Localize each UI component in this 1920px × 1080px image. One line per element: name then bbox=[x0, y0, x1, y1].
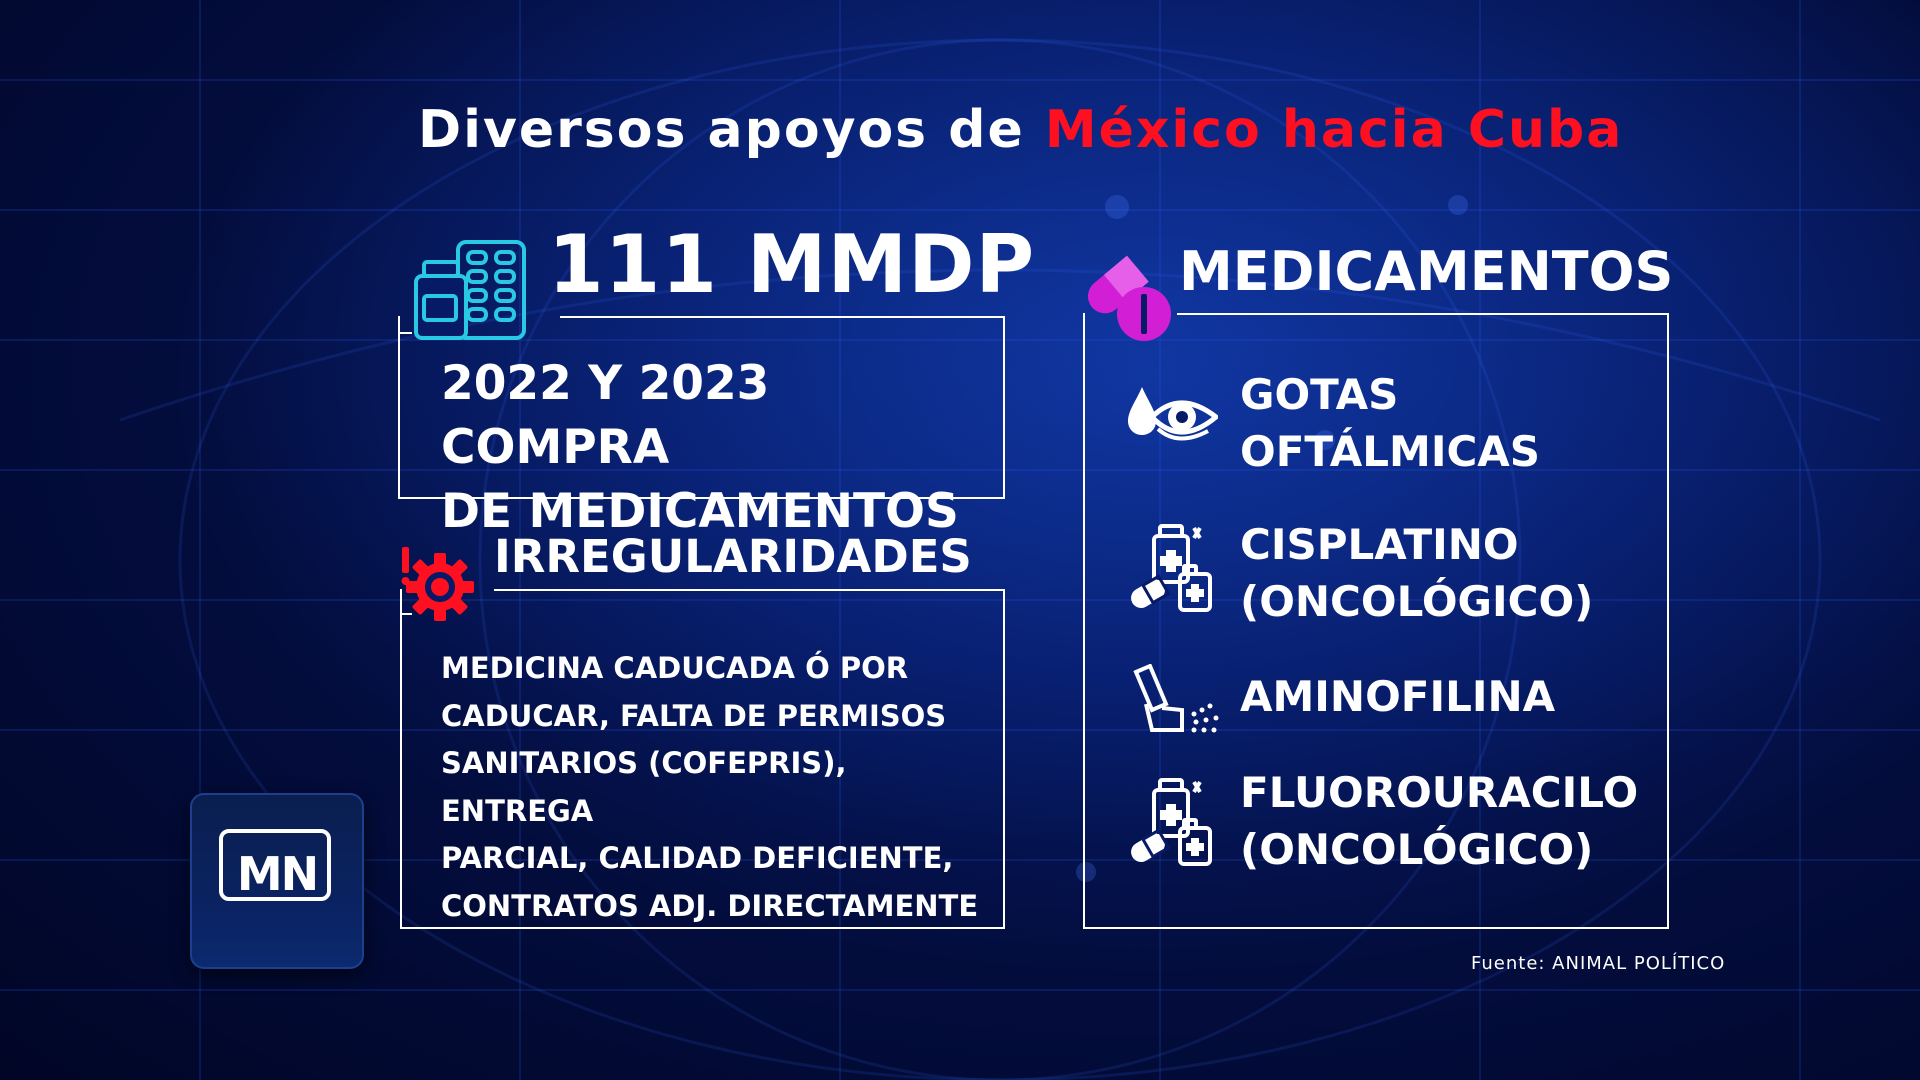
title-highlight: México hacia Cuba bbox=[1044, 100, 1624, 160]
purchase-description: 2022 Y 2023 COMPRA DE MEDICAMENTOS bbox=[441, 352, 1001, 544]
logo-text: MN bbox=[236, 847, 319, 901]
medicine-bottles-icon bbox=[1131, 524, 1212, 612]
medicine-item: GOTAS OFTÁLMICAS bbox=[1240, 366, 1540, 480]
purchase-box bbox=[398, 316, 1005, 499]
medicine-item-name: FLUOROURACILO bbox=[1240, 768, 1639, 817]
medicines-box bbox=[1083, 313, 1669, 929]
irregularity-line: SANITARIOS (COFEPRIS), ENTREGA bbox=[441, 746, 847, 828]
source-credit: Fuente: ANIMAL POLÍTICO bbox=[1471, 953, 1726, 974]
irregularities-box-top-left bbox=[400, 613, 412, 615]
purchase-line-2: DE MEDICAMENTOS bbox=[441, 484, 959, 539]
medicine-item-name: GOTAS bbox=[1240, 370, 1399, 419]
medicine-item: CISPLATINO (ONCOLÓGICO) bbox=[1240, 516, 1593, 630]
irregularities-list: MEDICINA CADUCADA Ó POR CADUCAR, FALTA D… bbox=[441, 645, 1001, 930]
purchase-box-top-line bbox=[560, 316, 1005, 318]
logo-frame bbox=[219, 829, 331, 901]
medicine-item: AMINOFILINA bbox=[1240, 668, 1555, 725]
medicine-item: FLUOROURACILO (ONCOLÓGICO) bbox=[1240, 764, 1638, 878]
medicine-item-detail: (ONCOLÓGICO) bbox=[1240, 825, 1594, 874]
purchase-box-top-left bbox=[398, 332, 412, 334]
channel-logo: MN bbox=[190, 793, 364, 969]
alert-gear-icon bbox=[401, 547, 474, 621]
irregularity-line: PARCIAL, CALIDAD DEFICIENTE, bbox=[441, 841, 954, 875]
irregularity-line: CADUCAR, FALTA DE PERMISOS bbox=[441, 698, 947, 733]
purchase-amount: 111 MMDP bbox=[548, 218, 1036, 311]
purchase-line-1: 2022 Y 2023 COMPRA bbox=[441, 356, 770, 475]
medicine-bottle-blister-icon bbox=[414, 240, 526, 340]
medicine-item-detail: OFTÁLMICAS bbox=[1240, 427, 1541, 476]
page-title: Diversos apoyos de México hacia Cuba bbox=[418, 100, 1621, 160]
medicine-item-name: CISPLATINO bbox=[1240, 520, 1519, 569]
medicine-item-name: AMINOFILINA bbox=[1240, 672, 1556, 721]
irregularity-line: CONTRATOS ADJ. DIRECTAMENTE bbox=[441, 888, 979, 923]
medicines-heading: MEDICAMENTOS bbox=[1179, 240, 1674, 303]
medicine-item-detail: (ONCOLÓGICO) bbox=[1240, 577, 1594, 626]
inhaler-icon bbox=[1133, 664, 1219, 733]
irregularities-box-top-line bbox=[494, 589, 1005, 591]
medicines-box-top-line bbox=[1177, 313, 1669, 315]
irregularities-box bbox=[400, 589, 1005, 929]
medicine-bottles-icon bbox=[1131, 778, 1212, 866]
title-prefix: Diversos apoyos de bbox=[418, 100, 1045, 160]
irregularities-heading: IRREGULARIDADES bbox=[494, 530, 972, 583]
eye-drop-icon bbox=[1128, 387, 1218, 441]
pills-icon bbox=[1087, 255, 1171, 341]
irregularity-line: MEDICINA CADUCADA Ó POR bbox=[441, 651, 909, 685]
